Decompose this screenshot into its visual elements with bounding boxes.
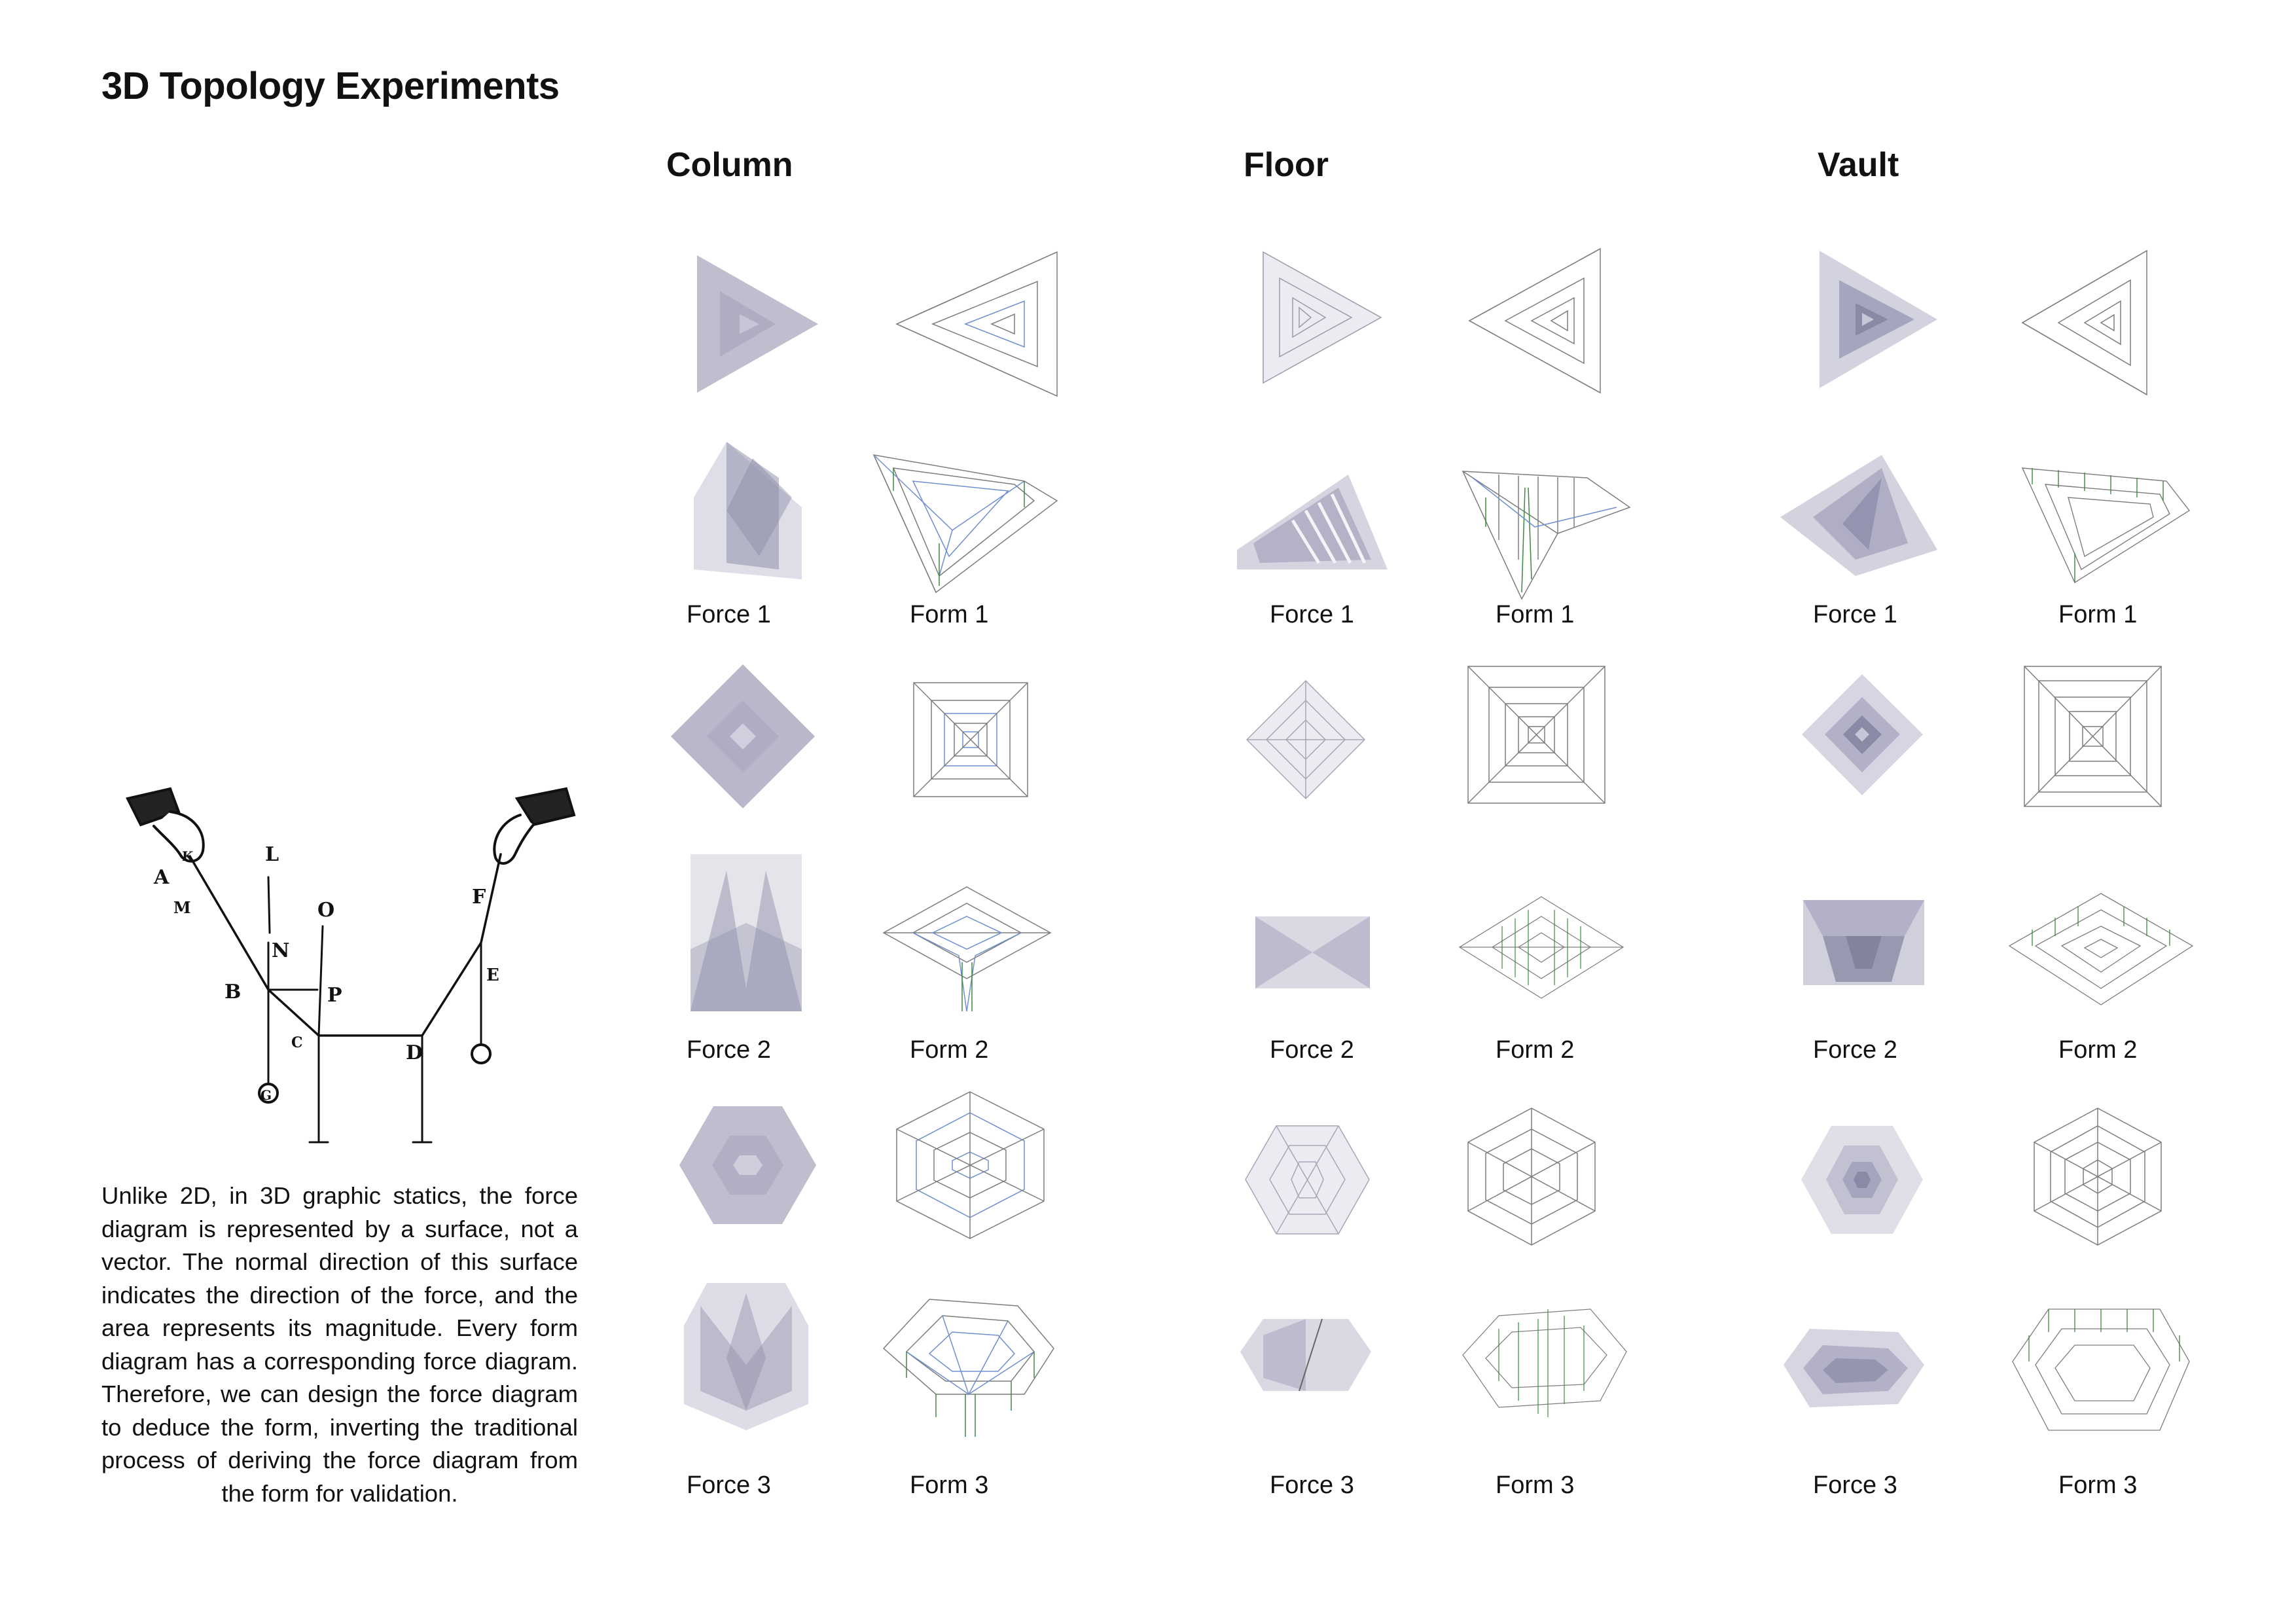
vault-force-3-plan [1800,1123,1924,1237]
engraving-label-o: O [317,899,334,922]
column-force-3-3d [681,1280,812,1434]
right-hand [493,814,535,865]
floor-form-1-plan [1466,245,1604,396]
column-force-3-plan [677,1103,818,1227]
column-force-1-plan [691,252,821,396]
column-form-1-plan [893,249,1067,399]
column-heading-column: Column [666,146,793,184]
floor-force-2-label: Force 2 [1270,1036,1354,1064]
floor-form-2-plan [1466,664,1607,805]
column-force-1-3d [687,439,808,583]
engraving-label-p: P [327,984,342,1007]
engraving-label-d: D [406,1041,423,1064]
floor-form-1-label: Form 1 [1496,601,1575,628]
floor-form-2-3d [1456,893,1626,1001]
vault-form-1-plan [2019,247,2150,398]
column-force-3-label: Force 3 [687,1471,771,1499]
vault-form-3-3d [2009,1303,2193,1434]
vault-form-3-label: Form 3 [2058,1471,2138,1499]
vault-form-1-label: Form 1 [2058,601,2138,628]
engraving-label-b: B [224,981,241,1003]
floor-form-1-3d [1460,461,1633,602]
vault-force-2-label: Force 2 [1813,1036,1897,1064]
vault-force-1-plan [1816,247,1941,391]
column-form-3-label: Form 3 [910,1471,989,1499]
vault-force-3-label: Force 3 [1813,1471,1897,1499]
engraving-label-c: C [291,1034,303,1051]
column-form-3-plan [893,1090,1047,1240]
vault-form-2-plan [2022,664,2163,808]
column-heading-vault: Vault [1818,146,1899,184]
floor-form-3-label: Form 3 [1496,1471,1575,1499]
engraving-label-g: G [260,1087,272,1103]
column-force-2-label: Force 2 [687,1036,771,1064]
vault-form-3-plan [2032,1106,2163,1247]
vault-force-3-3d [1780,1326,1928,1411]
historic-engraving-illustration: L O A K M N B P C D E F G [126,787,576,1144]
column-force-1-label: Force 1 [687,601,771,628]
engraving-label-n: N [272,939,289,962]
left-hand [152,810,205,863]
description-paragraph: Unlike 2D, in 3D graphic statics, the fo… [101,1182,578,1507]
string [188,853,502,1037]
vault-force-2-plan [1799,671,1926,799]
floor-force-1-label: Force 1 [1270,601,1354,628]
floor-form-3-3d [1460,1303,1630,1420]
engraving-label-m: M [173,898,191,917]
floor-force-2-3d [1252,913,1373,992]
column-form-2-plan [912,681,1030,799]
page-title: 3D Topology Experiments [101,65,560,107]
vault-form-1-3d [2019,461,2193,586]
vault-force-2-3d [1800,897,1928,988]
engraving-label-a: A [153,866,170,889]
floor-force-1-3d [1234,471,1391,576]
engraving-label-k: K [182,848,194,864]
vault-form-2-label: Form 2 [2058,1036,2138,1064]
floor-force-3-label: Force 3 [1270,1471,1354,1499]
engraving-label-e: E [486,965,499,985]
column-form-2-3d [880,884,1054,1015]
vault-force-1-3d [1777,452,1941,579]
column-force-2-plan [668,661,818,812]
floor-force-3-3d [1237,1316,1374,1394]
floor-force-3-plan [1244,1123,1371,1237]
right-cuff [514,787,576,827]
column-heading-floor: Floor [1244,146,1329,184]
floor-force-1-plan [1260,249,1384,386]
column-form-1-label: Form 1 [910,601,989,628]
engraving-label-l: L [265,843,279,866]
column-form-1-3d [867,445,1064,596]
column-form-3-3d [880,1296,1057,1440]
floor-form-2-label: Form 2 [1496,1036,1575,1064]
engraving-label-f: F [472,886,486,909]
column-form-2-label: Form 2 [910,1036,989,1064]
column-force-2-3d [687,851,805,1015]
vault-form-2-3d [2006,890,2196,1008]
floor-force-2-plan [1244,677,1368,802]
vault-force-1-label: Force 1 [1813,601,1897,628]
floor-form-3-plan [1466,1106,1597,1247]
